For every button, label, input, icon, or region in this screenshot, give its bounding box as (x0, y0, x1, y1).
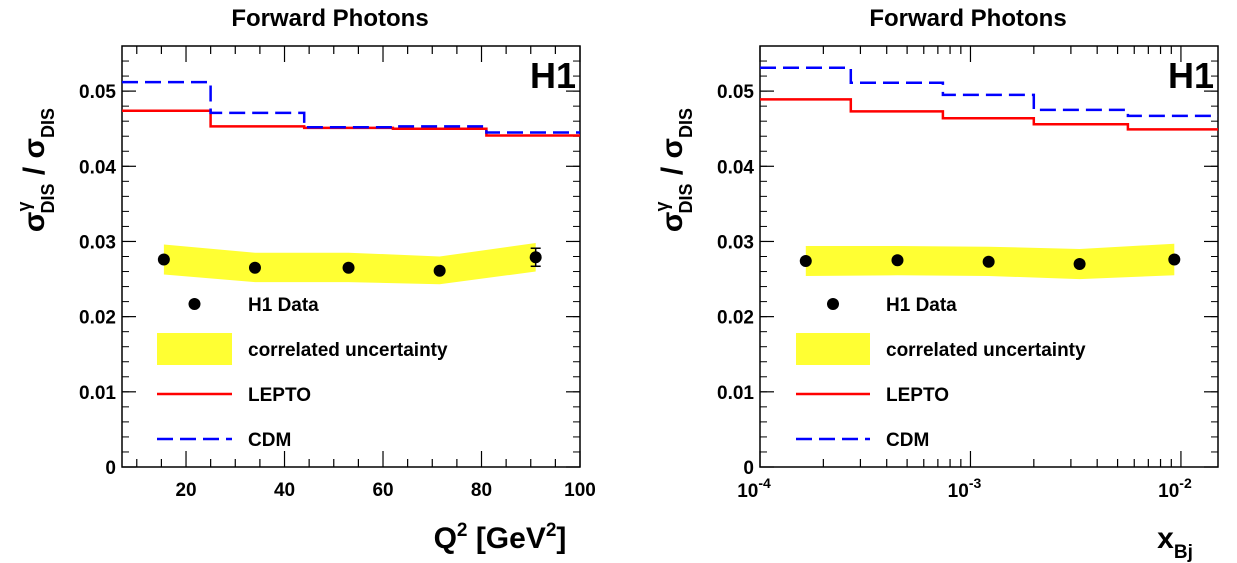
y-axis: 0 0.01 0.02 0.03 0.04 0.05 (79, 45, 580, 479)
y-title-sub: DIS (676, 184, 696, 214)
chart-title: Forward Photons (869, 5, 1066, 32)
y-axis-title: σγ DIS / σDIS (14, 108, 58, 232)
data-point (248, 261, 261, 274)
y-axis-title-text: σγ DIS / σDIS (652, 108, 696, 232)
legend-label: H1 Data (886, 295, 957, 316)
legend-label: CDM (886, 430, 929, 451)
y-tick-label: 0.01 (79, 383, 116, 404)
y-tick-label: 0.04 (79, 157, 116, 178)
x-tick-label-base: 10 (948, 481, 969, 502)
legend-label: CDM (248, 430, 291, 451)
x-tick-label: 80 (471, 480, 492, 501)
y-tick-label: 0 (743, 458, 754, 479)
x-tick-label-exponent: -3 (969, 475, 982, 491)
legend-label: LEPTO (886, 385, 949, 406)
x-title-base: Q (434, 522, 457, 555)
series-points-h1-data (799, 253, 1181, 271)
y-tick-label: 0.04 (717, 157, 754, 178)
y-title-sub2: DIS (676, 108, 696, 138)
legend-label: correlated uncertainty (886, 340, 1086, 361)
legend: H1 Data correlated uncertainty LEPTO CDM (157, 295, 448, 451)
y-tick-label: 0.03 (717, 232, 754, 253)
legend-marker-band (157, 333, 232, 365)
y-title-sub: DIS (38, 184, 58, 214)
x-title-unit: [GeV (467, 522, 545, 555)
y-tick-label: 0.02 (79, 308, 116, 329)
x-tick-label-base: 10 (737, 481, 758, 502)
y-title-slash: / (18, 158, 51, 183)
data-point (342, 261, 355, 274)
x-title-sup: 2 (457, 520, 468, 541)
x-axis-title: xBj (1157, 522, 1193, 563)
y-title-sup: γ (652, 202, 672, 212)
y-axis-title-text: σγ DIS / σDIS (14, 108, 58, 232)
y-tick-label: 0.05 (717, 82, 754, 103)
x-tick-label: 20 (175, 480, 196, 501)
y-title-sigma: σ (18, 212, 51, 233)
data-point (1168, 253, 1181, 266)
y-title-slash: / (656, 158, 689, 183)
y-axis-title: σγ DIS / σDIS (652, 108, 696, 232)
data-point (891, 254, 904, 267)
y-tick-label: 0.01 (717, 383, 754, 404)
data-point (157, 253, 170, 266)
x-title-sub: Bj (1174, 542, 1193, 563)
chart-panel-1: Forward Photons 0 0.01 0.02 0.03 0.04 0.05 20 40… (14, 5, 596, 555)
experiment-stamp: H1 (1168, 55, 1214, 96)
legend-label: LEPTO (248, 385, 311, 406)
x-tick-label: 10-2 (1158, 475, 1192, 502)
x-title-unit-sup: 2 (546, 520, 557, 541)
chart-panel-2: Forward Photons00.010.020.030.040.0510-4… (652, 5, 1219, 563)
series-points-h1-data (157, 247, 542, 277)
experiment-stamp: H1 (530, 55, 576, 96)
x-axis-title: Q2 [GeV2] (434, 520, 567, 555)
x-tick-label-base: 10 (1158, 481, 1179, 502)
legend-marker-points (188, 298, 201, 310)
series-line-cdm (122, 80, 580, 134)
x-tick-label: 60 (372, 480, 393, 501)
data-point (529, 251, 542, 264)
y-tick-label: 0.03 (79, 232, 116, 253)
legend-label: H1 Data (248, 295, 319, 316)
data-point (433, 264, 446, 277)
y-title-sigma2: σ (18, 138, 51, 159)
series-line-cdm (760, 66, 1218, 118)
x-axis: 20 40 60 80 100 (136, 46, 596, 501)
x-tick-label-exponent: -4 (758, 475, 771, 491)
y-tick-label: 0 (105, 458, 116, 479)
legend-marker-points (827, 298, 839, 310)
y-title-sub2: DIS (38, 108, 58, 138)
legend-marker-band (796, 333, 870, 365)
y-tick-label: 0.02 (717, 308, 754, 329)
x-tick-label: 100 (564, 480, 596, 501)
series-line-lepto (760, 98, 1218, 131)
x-tick-label: 10-3 (948, 475, 982, 502)
legend: H1 Data correlated uncertainty LEPTO CDM (796, 295, 1086, 451)
data-point (1073, 258, 1086, 271)
x-title-end: ] (556, 522, 566, 555)
data-point (982, 255, 995, 268)
y-axis: 0 0.01 0.02 0.03 0.04 0.05 (717, 45, 1218, 479)
data-point (799, 255, 812, 268)
x-tick-label-exponent: -2 (1179, 475, 1192, 491)
chart-title: Forward Photons (231, 5, 428, 32)
x-title-base: x (1157, 522, 1174, 555)
x-tick-label: 10-4 (737, 475, 771, 502)
legend-label: correlated uncertainty (248, 340, 448, 361)
y-title-sup: γ (14, 202, 34, 212)
x-tick-label: 40 (274, 480, 295, 501)
y-tick-label: 0.05 (79, 82, 116, 103)
y-title-sigma2: σ (656, 138, 689, 159)
x-axis: 10-4 10-3 10-2 (737, 46, 1192, 502)
y-title-sigma: σ (656, 212, 689, 233)
